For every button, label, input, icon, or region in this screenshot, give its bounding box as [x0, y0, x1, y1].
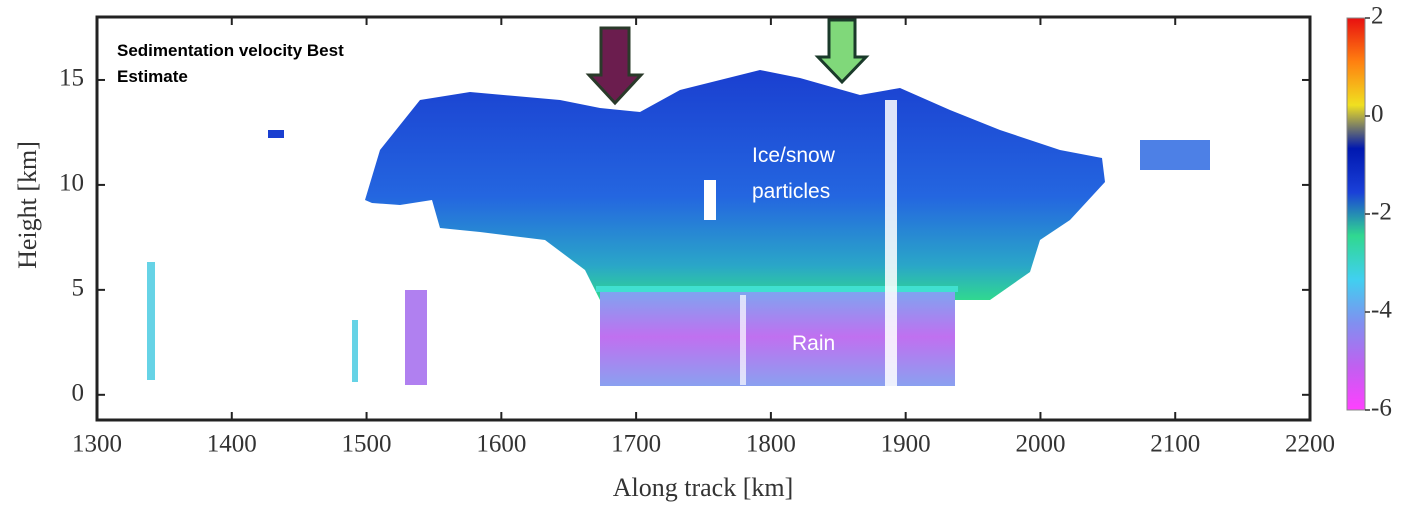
annotation: Ice/snow particles	[752, 144, 836, 203]
colorbar	[1346, 17, 1366, 411]
gap	[740, 295, 746, 385]
colorbar-tick-label: 2	[1371, 3, 1384, 30]
colorbar-tick-label: -2	[1371, 199, 1392, 226]
data-field	[147, 70, 1210, 390]
colorbar-tick-label: 0	[1371, 101, 1384, 128]
y-axis-label: Height [km]	[13, 141, 42, 269]
x-tick-label: 1900	[881, 431, 931, 458]
plot-frame	[95, 15, 1312, 422]
colorbar-tick-label: -4	[1371, 297, 1392, 324]
x-tick-label: 1400	[207, 431, 257, 458]
y-tick-label: 5	[72, 275, 85, 302]
echo	[352, 320, 358, 382]
gap	[885, 100, 897, 390]
echo	[268, 130, 284, 138]
melting-layer	[596, 286, 958, 292]
x-tick-label: 1600	[476, 431, 526, 458]
x-tick-label: 1300	[72, 431, 122, 458]
ice-region	[365, 70, 1105, 300]
x-tick-label: 1500	[342, 431, 392, 458]
arrow-green	[814, 18, 870, 85]
y-tick-label: 10	[59, 170, 84, 197]
echo	[147, 262, 155, 380]
x-tick-label: 1700	[611, 431, 661, 458]
rain-region	[600, 288, 955, 386]
rain-column	[405, 290, 427, 385]
x-tick-label: 2000	[1015, 431, 1065, 458]
gap	[704, 180, 716, 220]
colorbar-tick-label: -6	[1371, 395, 1392, 422]
x-tick-label: 2200	[1285, 431, 1335, 458]
echo	[1140, 140, 1210, 170]
x-axis-label: Along track [km]	[613, 473, 794, 502]
x-tick-label: 1800	[746, 431, 796, 458]
x-tick-label: 2100	[1150, 431, 1200, 458]
annotation: Rain	[792, 332, 835, 355]
chart-title: Sedimentation velocity Best Estimate	[117, 41, 344, 86]
arrow-purple	[585, 26, 645, 106]
y-tick-label: 0	[72, 380, 85, 407]
y-tick-label: 15	[59, 65, 84, 92]
